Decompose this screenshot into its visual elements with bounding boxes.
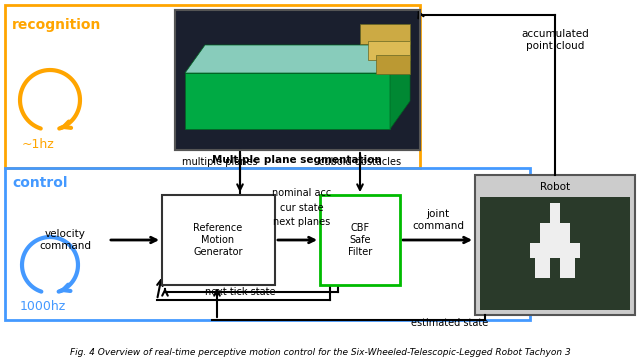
Bar [480, 197, 630, 310]
Bar [475, 175, 635, 315]
Bar [535, 258, 550, 278]
Text: cuboid obstacles: cuboid obstacles [319, 157, 401, 167]
Text: Fig. 4 Overview of real-time perceptive motion control for the Six-Wheeled-Teles: Fig. 4 Overview of real-time perceptive … [70, 348, 570, 357]
Bar [175, 10, 420, 150]
Bar [560, 258, 575, 278]
Text: control: control [12, 176, 67, 190]
Bar [5, 5, 420, 168]
Text: estimated state: estimated state [412, 318, 488, 328]
Text: nominal acc: nominal acc [273, 188, 332, 198]
Text: Robot: Robot [540, 182, 570, 192]
Text: accumulated
point cloud: accumulated point cloud [521, 29, 589, 51]
Polygon shape [390, 45, 410, 129]
Bar [530, 243, 580, 258]
Text: 1000hz: 1000hz [20, 300, 67, 313]
Text: velocity
command: velocity command [39, 229, 91, 251]
Bar [175, 10, 420, 150]
Text: ~1hz: ~1hz [22, 138, 55, 151]
Bar [175, 10, 420, 150]
Bar [360, 24, 410, 43]
Bar [5, 168, 530, 320]
Text: next tick state: next tick state [205, 287, 275, 297]
Bar [550, 203, 560, 223]
Polygon shape [185, 45, 410, 73]
Bar [376, 55, 410, 74]
Polygon shape [185, 73, 390, 129]
Bar [540, 223, 570, 243]
Text: recognition: recognition [12, 18, 101, 32]
Bar [368, 41, 410, 60]
Text: Reference
Motion
Generator: Reference Motion Generator [193, 223, 243, 257]
Bar [320, 195, 400, 285]
Text: Multiple plane segmentation: Multiple plane segmentation [212, 155, 382, 165]
Text: joint
command: joint command [412, 209, 464, 231]
Text: next planes: next planes [273, 217, 331, 227]
Text: multiple planes: multiple planes [182, 157, 258, 167]
Bar [162, 195, 275, 285]
Text: cur state: cur state [280, 203, 324, 213]
Text: CBF
Safe
Filter: CBF Safe Filter [348, 223, 372, 257]
